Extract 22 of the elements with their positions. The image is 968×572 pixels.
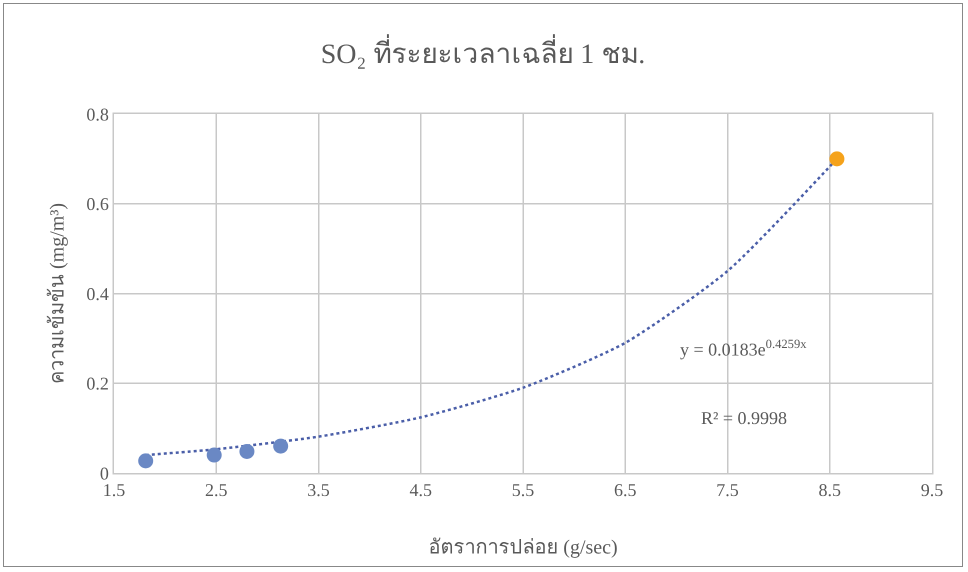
x-tick-label: 5.5: [512, 480, 534, 500]
point: [138, 453, 154, 468]
point: [273, 438, 288, 454]
x-tick-label: 6.5: [614, 480, 636, 500]
x-tick-label: 7.5: [716, 480, 739, 500]
x-tick-label: 8.5: [818, 480, 841, 500]
point: [829, 151, 844, 166]
y-axis-title: ความเข้มข้น (mg/m³): [46, 203, 68, 384]
point: [239, 444, 254, 459]
annotation: y = 0.0183e$^{0.4259x}$: [680, 337, 808, 360]
x-tick-label: 4.5: [410, 480, 432, 500]
y-tick-label: 0.4: [86, 284, 109, 304]
annotation: R² = 0.9998: [701, 408, 788, 428]
chart-title: SO₂ ที่ระยะเวลาเฉลี่ย 1 ชม.: [320, 34, 646, 70]
y-tick-label: 0.6: [86, 194, 109, 214]
x-tick-label: 2.5: [205, 480, 228, 500]
y-tick-label: 0.8: [86, 104, 109, 124]
point: [206, 448, 222, 463]
y-tick-label: 0.2: [86, 374, 109, 394]
x-tick-label: 3.5: [307, 480, 330, 500]
x-axis-title: อัตราการปล่อย (g/sec): [428, 536, 618, 558]
x-tick-label: 9.5: [920, 480, 944, 500]
